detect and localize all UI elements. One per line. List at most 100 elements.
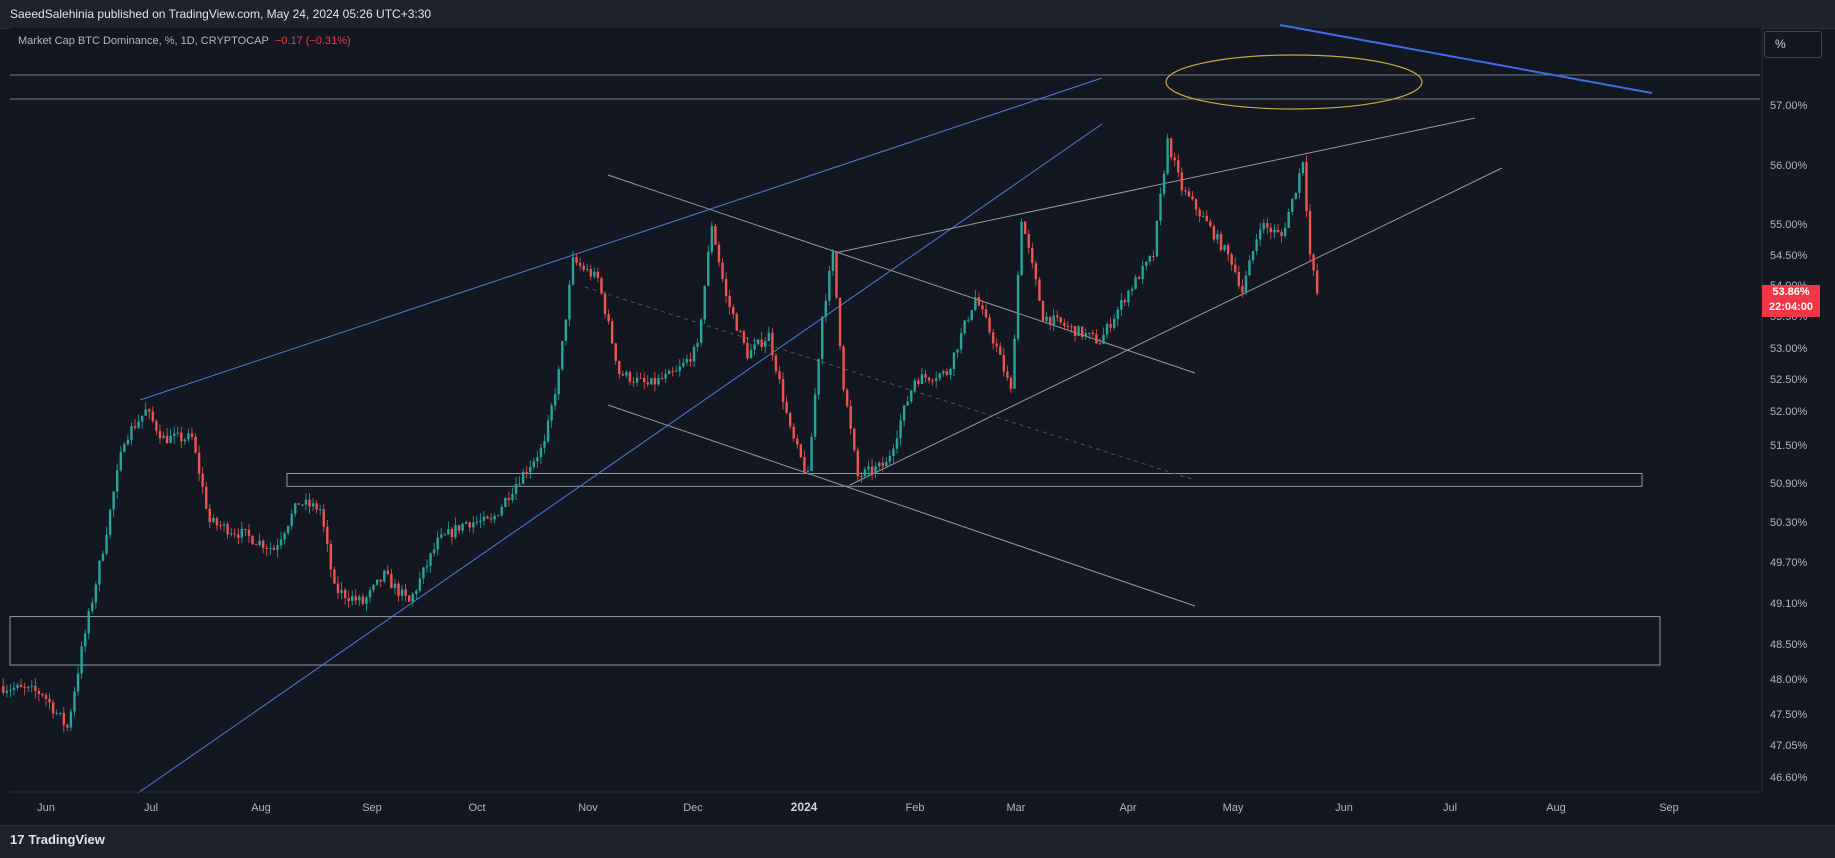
candle-body bbox=[1009, 377, 1013, 389]
candle-body bbox=[685, 358, 689, 363]
candle-body bbox=[383, 570, 386, 582]
candle-body bbox=[564, 319, 568, 342]
candle-body bbox=[610, 321, 614, 344]
candle-body bbox=[1294, 192, 1297, 199]
candle-body bbox=[1184, 190, 1187, 192]
y-tick-label: 55.00% bbox=[1770, 219, 1808, 231]
candle-body bbox=[1255, 239, 1258, 252]
candle-body bbox=[269, 547, 272, 549]
candle-body bbox=[607, 314, 610, 322]
candle-body bbox=[276, 545, 279, 550]
candle-body bbox=[764, 340, 767, 347]
candle-body bbox=[1027, 233, 1030, 248]
candle-body bbox=[920, 374, 924, 384]
candle-body bbox=[582, 265, 585, 270]
candle-body bbox=[1084, 333, 1087, 337]
candle-body bbox=[475, 521, 479, 523]
candle-body bbox=[1105, 324, 1109, 335]
percent-scale-button[interactable]: % bbox=[1764, 31, 1822, 58]
candle-body bbox=[144, 409, 147, 416]
candle-body bbox=[785, 402, 788, 413]
candle-body bbox=[1134, 277, 1137, 289]
candle-body bbox=[942, 371, 945, 374]
candle-body bbox=[66, 724, 69, 728]
candle-body bbox=[1280, 232, 1283, 236]
candle-body bbox=[877, 462, 881, 467]
candle-body bbox=[963, 320, 966, 334]
candle-body bbox=[1166, 138, 1169, 174]
candle-body bbox=[1162, 173, 1166, 194]
candle-body bbox=[48, 698, 51, 703]
candle-body bbox=[856, 450, 860, 477]
candle-body bbox=[1244, 275, 1248, 293]
tradingview-brand[interactable]: 17 TradingView bbox=[10, 832, 105, 847]
candle-body bbox=[472, 522, 475, 528]
candle-body bbox=[393, 583, 397, 589]
candle-body bbox=[365, 597, 368, 604]
candle-body bbox=[1123, 300, 1127, 303]
candle-body bbox=[172, 433, 176, 436]
candle-body bbox=[1130, 288, 1134, 291]
candle-body bbox=[101, 553, 105, 561]
publish-info: SaeedSalehinia published on TradingView.… bbox=[10, 7, 432, 21]
candle-body bbox=[1045, 316, 1048, 321]
candle-body bbox=[461, 523, 464, 531]
x-tick-label: Aug bbox=[251, 802, 271, 814]
candle-body bbox=[308, 499, 311, 507]
candle-body bbox=[375, 579, 379, 585]
candle-body bbox=[361, 596, 365, 604]
candle-body bbox=[860, 476, 863, 478]
candle-body bbox=[315, 503, 318, 510]
y-tick-label: 51.50% bbox=[1770, 440, 1808, 452]
candle-body bbox=[600, 277, 603, 294]
candle-body bbox=[853, 428, 856, 451]
candle-body bbox=[183, 439, 187, 442]
candle-body bbox=[949, 369, 952, 375]
candle-body bbox=[37, 690, 41, 695]
candle-body bbox=[732, 307, 735, 315]
candle-body bbox=[660, 378, 664, 380]
price-change: −0.17 (−0.31%) bbox=[274, 35, 351, 47]
candle-body bbox=[1013, 338, 1016, 389]
candle-body bbox=[977, 297, 981, 306]
candle-body bbox=[511, 493, 514, 500]
tradingview-logo-icon: 17 bbox=[10, 832, 25, 847]
candle-body bbox=[44, 695, 48, 699]
x-tick-label: Jun bbox=[37, 802, 55, 814]
candle-body bbox=[137, 421, 140, 428]
candle-body bbox=[778, 371, 781, 380]
candle-body bbox=[1305, 162, 1308, 211]
x-tick-label: Nov bbox=[578, 802, 598, 814]
candle-body bbox=[1063, 322, 1066, 326]
candle-body bbox=[23, 686, 26, 688]
candle-body bbox=[108, 509, 112, 535]
candle-body bbox=[667, 370, 671, 374]
candle-body bbox=[1148, 256, 1152, 262]
candle-body bbox=[885, 461, 888, 467]
candle-body bbox=[1287, 211, 1290, 228]
candle-body bbox=[1226, 245, 1230, 255]
candle-body bbox=[130, 426, 133, 440]
candle-body bbox=[1020, 221, 1023, 275]
candle-body bbox=[1091, 332, 1095, 335]
candle-body bbox=[867, 466, 870, 470]
candle-body bbox=[699, 319, 703, 343]
candle-body bbox=[180, 432, 183, 442]
candle-body bbox=[30, 685, 33, 687]
candle-body bbox=[945, 371, 949, 375]
candle-body bbox=[682, 362, 685, 367]
candle-body bbox=[521, 471, 525, 484]
candle-body bbox=[1273, 229, 1276, 233]
candle-body bbox=[1283, 227, 1287, 236]
candle-body bbox=[1276, 229, 1280, 233]
candle-body bbox=[265, 548, 268, 550]
candle-body bbox=[596, 271, 600, 278]
candle-body bbox=[988, 317, 991, 333]
candle-body bbox=[849, 406, 852, 429]
candle-body bbox=[1141, 265, 1144, 280]
y-tick-label: 54.50% bbox=[1770, 250, 1808, 262]
candle-body bbox=[76, 673, 80, 692]
candle-body bbox=[650, 378, 653, 385]
candle-body bbox=[347, 598, 350, 602]
